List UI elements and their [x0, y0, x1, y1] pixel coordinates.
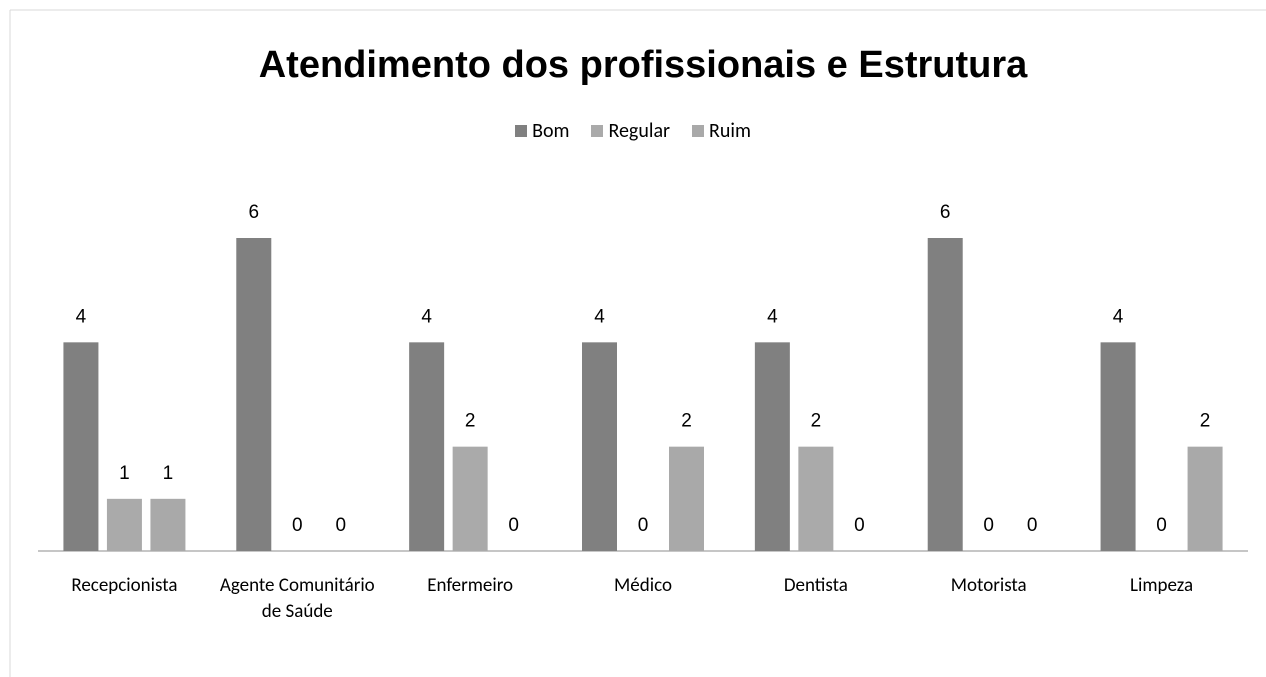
data-label: 0 — [1156, 515, 1167, 536]
bar — [754, 342, 790, 551]
legend-item: Bom — [515, 119, 569, 143]
bar — [150, 498, 186, 551]
data-label: 0 — [292, 515, 303, 536]
data-label: 4 — [1113, 306, 1124, 327]
bar — [63, 342, 99, 551]
legend-swatch — [515, 125, 528, 137]
bar — [106, 498, 142, 551]
legend-swatch — [692, 125, 704, 137]
x-tick-label: Limpeza — [1130, 574, 1194, 597]
data-label: 1 — [163, 463, 174, 484]
x-tick-label: Recepcionista — [71, 574, 178, 597]
legend: Bom Regular Ruim — [0, 119, 1266, 143]
data-label: 6 — [248, 202, 259, 223]
bar — [1100, 342, 1136, 551]
data-label: 0 — [335, 515, 346, 536]
x-tick-label: Motorista — [950, 574, 1027, 597]
legend-label: Regular — [608, 119, 670, 143]
chart-title: Atendimento dos profissionais e Estrutur… — [259, 44, 1028, 86]
data-label: 6 — [940, 202, 951, 223]
legend-swatch — [591, 125, 604, 137]
data-label: 2 — [811, 411, 822, 432]
legend-label: Ruim — [709, 119, 751, 143]
data-label: 2 — [465, 411, 476, 432]
legend-item: Ruim — [692, 119, 751, 143]
data-label: 0 — [508, 515, 519, 536]
data-label: 4 — [76, 306, 87, 327]
bar — [236, 238, 272, 551]
legend-label: Bom — [532, 119, 570, 143]
data-label: 1 — [119, 463, 130, 484]
bar — [409, 342, 445, 551]
data-label: 0 — [983, 515, 994, 536]
bar — [582, 342, 617, 551]
bar — [1187, 446, 1223, 551]
data-label: 4 — [421, 306, 432, 327]
data-label: 0 — [854, 515, 865, 536]
x-tick-label: Médico — [614, 574, 672, 597]
legend-item: Regular — [591, 119, 670, 143]
data-label: 0 — [1027, 515, 1038, 536]
x-tick-label: Enfermeiro — [427, 574, 514, 597]
x-tick-label: Agente Comunitário de Saúde — [219, 574, 375, 623]
data-label: 4 — [594, 306, 605, 327]
data-label: 2 — [1200, 411, 1211, 432]
data-label: 4 — [767, 306, 778, 327]
bar — [452, 446, 488, 551]
x-tick-label: Dentista — [783, 574, 848, 597]
data-label: 2 — [681, 411, 692, 432]
bar — [669, 446, 704, 551]
bar — [927, 238, 963, 551]
data-label: 0 — [638, 515, 649, 536]
bar — [798, 446, 834, 551]
